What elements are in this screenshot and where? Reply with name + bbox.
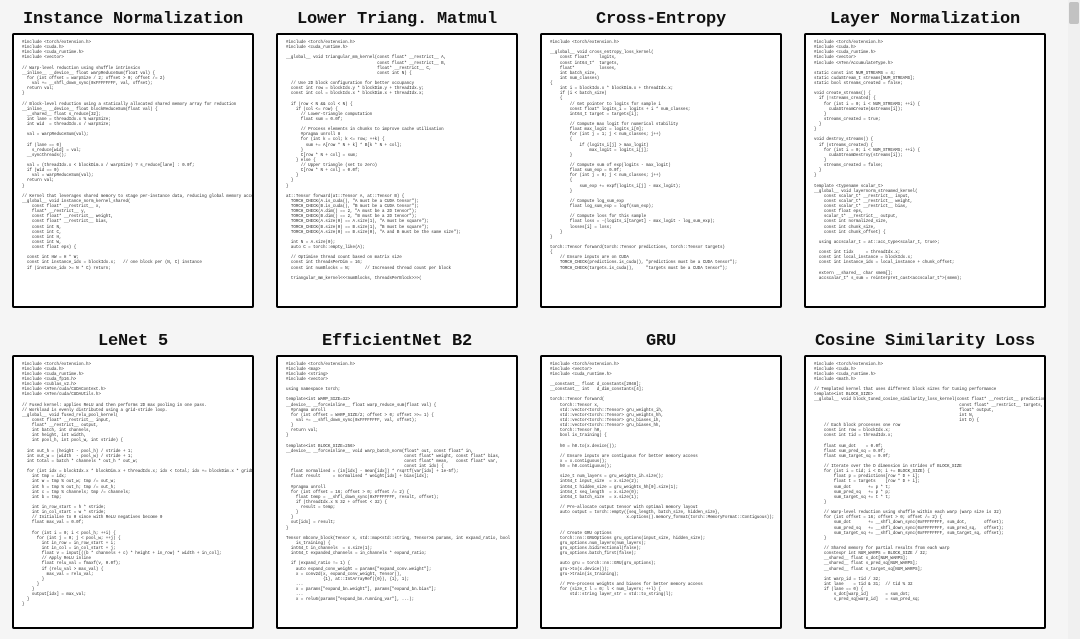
code-block: #include <torch/extension.h> #include <m… bbox=[286, 363, 508, 604]
panel-title: LeNet 5 bbox=[12, 326, 254, 355]
scrollbar-track[interactable] bbox=[1068, 0, 1080, 639]
code-card: #include <torch/extension.h> __global__ … bbox=[540, 33, 782, 308]
panel-title: GRU bbox=[540, 326, 782, 355]
panel-instance-normalization: Instance Normalization #include <torch/e… bbox=[12, 4, 254, 308]
panel-title: Lower Triang. Matmul bbox=[276, 4, 518, 33]
panel-layer-normalization: Layer Normalization #include <torch/exte… bbox=[804, 4, 1046, 308]
code-card: #include <torch/extension.h> #include <m… bbox=[276, 355, 518, 630]
code-block: #include <torch/extension.h> #include <c… bbox=[814, 363, 1036, 604]
panel-lower-triang-matmul: Lower Triang. Matmul #include <torch/ext… bbox=[276, 4, 518, 308]
code-block: #include <torch/extension.h> #include <c… bbox=[286, 41, 508, 282]
code-card: #include <torch/extension.h> #include <c… bbox=[12, 33, 254, 308]
panel-grid: Instance Normalization #include <torch/e… bbox=[0, 0, 1068, 639]
panel-efficientnet-b2: EfficientNet B2 #include <torch/extensio… bbox=[276, 326, 518, 630]
code-card: #include <torch/extension.h> #include <v… bbox=[540, 355, 782, 630]
code-card: #include <torch/extension.h> #include <c… bbox=[276, 33, 518, 308]
code-block: #include <torch/extension.h> #include <c… bbox=[814, 41, 1036, 282]
panel-gru: GRU #include <torch/extension.h> #includ… bbox=[540, 326, 782, 630]
code-block: #include <torch/extension.h> #include <c… bbox=[22, 363, 244, 609]
code-card: #include <torch/extension.h> #include <c… bbox=[804, 355, 1046, 630]
code-card: #include <torch/extension.h> #include <c… bbox=[12, 355, 254, 630]
panel-lenet-5: LeNet 5 #include <torch/extension.h> #in… bbox=[12, 326, 254, 630]
panel-cross-entropy: Cross-Entropy #include <torch/extension.… bbox=[540, 4, 782, 308]
panel-title: EfficientNet B2 bbox=[276, 326, 518, 355]
scrollbar-thumb[interactable] bbox=[1069, 2, 1079, 24]
panel-cosine-similarity-loss: Cosine Similarity Loss #include <torch/e… bbox=[804, 326, 1046, 630]
code-card: #include <torch/extension.h> #include <c… bbox=[804, 33, 1046, 308]
code-block: #include <torch/extension.h> #include <c… bbox=[22, 41, 244, 272]
code-block: #include <torch/extension.h> #include <v… bbox=[550, 363, 772, 599]
panel-title: Instance Normalization bbox=[12, 4, 254, 33]
panel-title: Cosine Similarity Loss bbox=[804, 326, 1046, 355]
code-block: #include <torch/extension.h> __global__ … bbox=[550, 41, 772, 272]
panel-title: Layer Normalization bbox=[804, 4, 1046, 33]
panel-title: Cross-Entropy bbox=[540, 4, 782, 33]
